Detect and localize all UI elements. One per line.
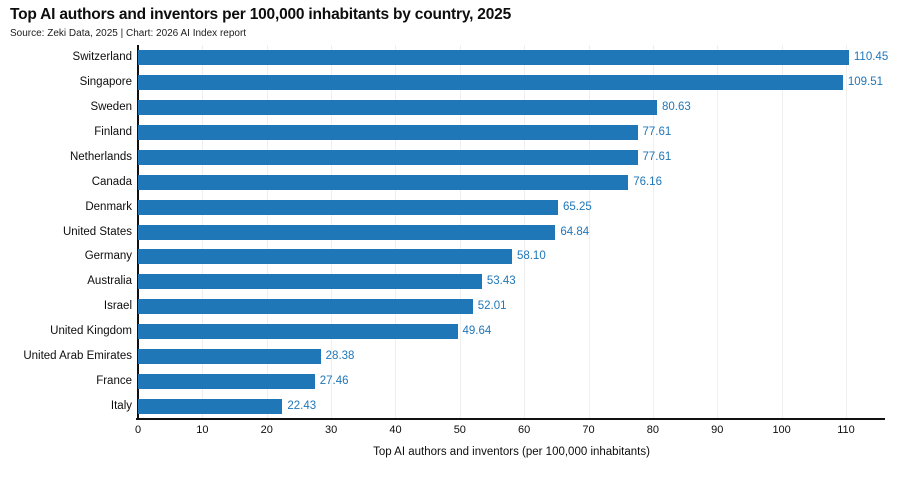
- y-axis-labels: Switzerland Singapore Sweden Finland Netherl…: [0, 0, 132, 482]
- x-axis-title: Top AI authors and inventors (per 100,00…: [373, 446, 650, 458]
- x-tick-label: 110: [837, 424, 855, 436]
- x-tick-label: 20: [260, 424, 273, 436]
- bar-value-label: 53.43: [486, 275, 516, 288]
- bar-united-arab-emirates: [138, 349, 321, 365]
- y-axis-label: United States: [62, 225, 132, 238]
- y-axis-label: Singapore: [79, 75, 132, 88]
- bar-value-label: 77.61: [642, 125, 672, 138]
- bar-sweden: [138, 99, 657, 115]
- bar-value-label: 58.10: [516, 250, 546, 263]
- chart-title: Top AI authors and inventors per 100,000…: [10, 6, 511, 23]
- x-tick-label: 0: [134, 424, 142, 436]
- bar-australia: [138, 274, 482, 290]
- bar-singapore: [138, 74, 843, 90]
- bar-value-label: 76.16: [633, 175, 662, 188]
- x-axis-line: [136, 417, 885, 420]
- bar-canada: [138, 174, 629, 190]
- bar-italy: [138, 399, 283, 415]
- y-axis-label: Israel: [103, 300, 132, 313]
- x-tick-label: 50: [453, 424, 466, 436]
- bar-value-label: 22.43: [287, 400, 317, 413]
- bar-value-label: 109.51: [847, 75, 884, 88]
- bar-netherlands: [138, 149, 638, 165]
- y-axis-label: Switzerland: [72, 50, 132, 63]
- y-axis-label: Australia: [87, 275, 132, 288]
- gridline-70: [588, 45, 590, 419]
- y-axis-label: Canada: [91, 175, 132, 188]
- y-axis-label: Sweden: [90, 100, 132, 113]
- bar-value-label: 28.38: [325, 350, 355, 363]
- bar-germany: [138, 249, 512, 265]
- x-tick-label: 10: [196, 424, 209, 436]
- gridline-110: [846, 45, 847, 419]
- bar-value-label: 65.25: [562, 200, 592, 213]
- bar-france: [138, 374, 315, 390]
- plot-area: 110.45 109.51 80.63 77.61 77.61 76.16 65.25 64.…: [136, 45, 889, 420]
- bar-value-label: 110.45: [853, 50, 889, 63]
- y-axis-label: Finland: [94, 125, 132, 138]
- bar-finland: [138, 124, 638, 140]
- y-axis-label: Italy: [110, 400, 132, 413]
- y-axis-label: Netherlands: [69, 150, 132, 163]
- y-axis-label: Germany: [84, 250, 132, 263]
- y-axis-label: Denmark: [85, 200, 132, 213]
- y-axis-label: United Arab Emirates: [23, 350, 132, 363]
- x-tick-label: 100: [772, 424, 791, 436]
- gridline-80: [652, 45, 654, 419]
- bar-united-kingdom: [138, 324, 458, 340]
- gridline-100: [781, 45, 783, 419]
- bar-switzerland: [138, 49, 849, 65]
- bar-united-states: [138, 224, 556, 240]
- bar-value-label: 49.64: [462, 325, 492, 338]
- x-tick-label: 80: [646, 424, 660, 436]
- bar-value-label: 52.01: [477, 300, 507, 313]
- x-tick-label: 70: [582, 424, 595, 436]
- gridline-90: [717, 45, 719, 419]
- chart-source: Source: Zeki Data, 2025 | Chart: 2026 AI…: [10, 28, 247, 39]
- x-tick-label: 30: [324, 424, 338, 436]
- bar-value-label: 80.63: [661, 100, 691, 113]
- bar-denmark: [138, 199, 558, 215]
- x-tick-label: 60: [518, 424, 531, 436]
- bar-value-label: 64.84: [560, 225, 590, 238]
- y-axis-label: France: [96, 375, 132, 388]
- bar-value-label: 77.61: [642, 150, 672, 163]
- bar-israel: [138, 299, 473, 315]
- x-tick-label: 90: [711, 424, 724, 436]
- bar-value-label: 27.46: [319, 375, 349, 388]
- y-axis-label: United Kingdom: [50, 325, 132, 338]
- x-tick-label: 40: [389, 424, 402, 436]
